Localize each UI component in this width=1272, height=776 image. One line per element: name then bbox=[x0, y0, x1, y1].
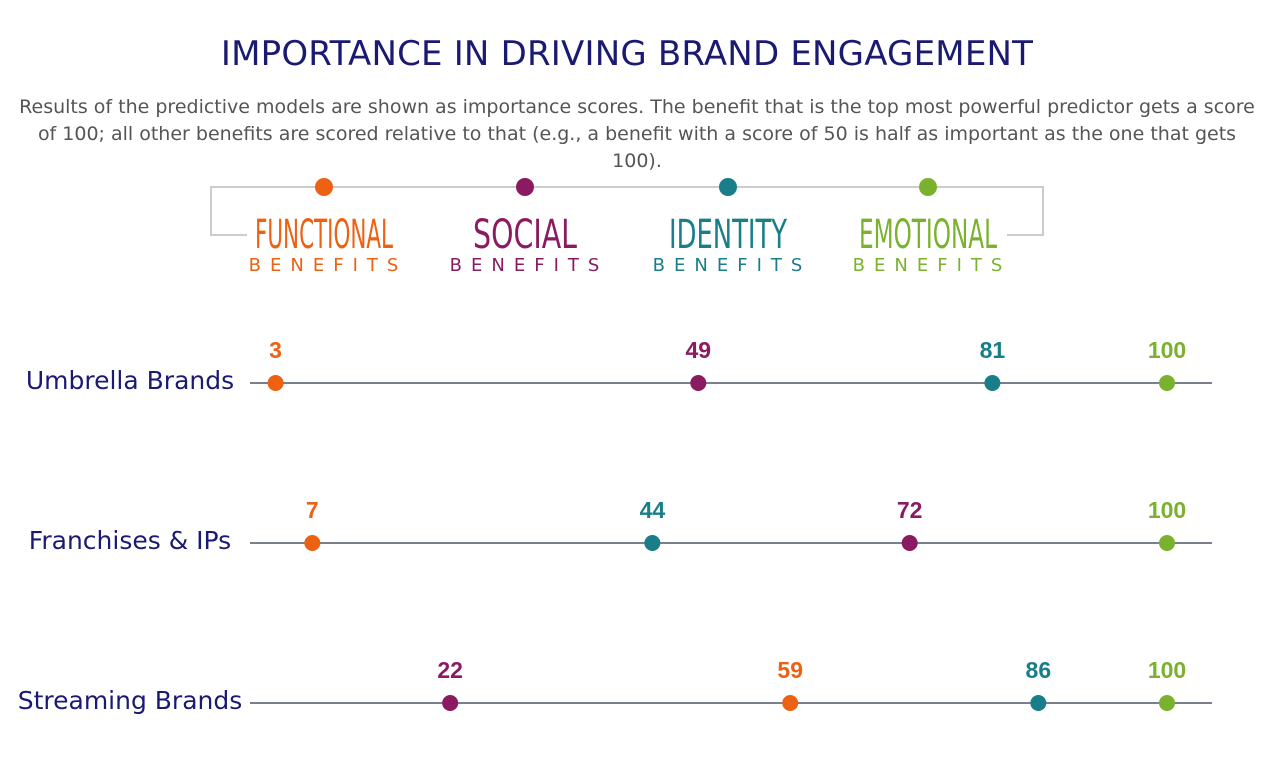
legend-subtitle-functional: BENEFITS bbox=[249, 255, 408, 276]
point-franchises-ips-functional bbox=[304, 535, 321, 551]
legend-subtitle-emotional: BENEFITS bbox=[853, 255, 1012, 276]
value-label-franchises-ips-emotional: 100 bbox=[1148, 497, 1186, 523]
point-umbrella-brands-emotional bbox=[1159, 375, 1175, 391]
legend-title-emotional: EMOTIONAL bbox=[859, 212, 997, 258]
value-label-streaming-brands-social: 22 bbox=[437, 657, 463, 683]
value-label-streaming-brands-identity: 86 bbox=[1026, 657, 1052, 683]
legend-marker-identity bbox=[719, 178, 737, 196]
value-label-umbrella-brands-identity: 81 bbox=[980, 337, 1006, 363]
value-label-franchises-ips-functional: 7 bbox=[306, 497, 319, 523]
point-franchises-ips-emotional bbox=[1159, 535, 1175, 551]
point-streaming-brands-functional bbox=[782, 695, 799, 711]
value-label-streaming-brands-functional: 59 bbox=[777, 657, 803, 683]
point-umbrella-brands-social bbox=[690, 375, 707, 391]
legend-title-identity: IDENTITY bbox=[669, 212, 788, 258]
point-franchises-ips-identity bbox=[644, 535, 661, 551]
point-franchises-ips-social bbox=[901, 535, 918, 551]
chart-title: IMPORTANCE IN DRIVING BRAND ENGAGEMENT bbox=[220, 34, 1034, 74]
legend-subtitle-social: BENEFITS bbox=[450, 255, 609, 276]
legend-title-social: SOCIAL bbox=[473, 212, 577, 258]
row-label-umbrella-brands: Umbrella Brands bbox=[26, 366, 234, 395]
point-streaming-brands-social bbox=[442, 695, 459, 711]
legend-bracket bbox=[210, 186, 1044, 236]
value-label-umbrella-brands-functional: 3 bbox=[269, 337, 282, 363]
point-umbrella-brands-functional bbox=[267, 375, 284, 391]
row-label-franchises-ips: Franchises & IPs bbox=[29, 526, 231, 555]
chart-subtitle: Results of the predictive models are sho… bbox=[19, 96, 1255, 172]
legend: FUNCTIONALBENEFITSSOCIALBENEFITSIDENTITY… bbox=[210, 178, 1044, 276]
point-streaming-brands-emotional bbox=[1159, 695, 1175, 711]
legend-marker-emotional bbox=[919, 178, 937, 196]
value-label-umbrella-brands-emotional: 100 bbox=[1148, 337, 1186, 363]
value-label-streaming-brands-emotional: 100 bbox=[1148, 657, 1186, 683]
chart-rows: Umbrella Brands 3 49 81 100 Franchises & IPs 7… bbox=[18, 337, 1212, 715]
value-label-franchises-ips-identity: 44 bbox=[640, 497, 666, 523]
legend-marker-social bbox=[516, 178, 534, 196]
value-label-franchises-ips-social: 72 bbox=[897, 497, 923, 523]
legend-marker-functional bbox=[315, 178, 333, 196]
point-streaming-brands-identity bbox=[1030, 695, 1047, 711]
legend-title-functional: FUNCTIONAL bbox=[255, 212, 393, 258]
row-label-streaming-brands: Streaming Brands bbox=[18, 686, 243, 715]
value-label-umbrella-brands-social: 49 bbox=[686, 337, 712, 363]
legend-subtitle-identity: BENEFITS bbox=[653, 255, 812, 276]
point-umbrella-brands-identity bbox=[984, 375, 1001, 391]
